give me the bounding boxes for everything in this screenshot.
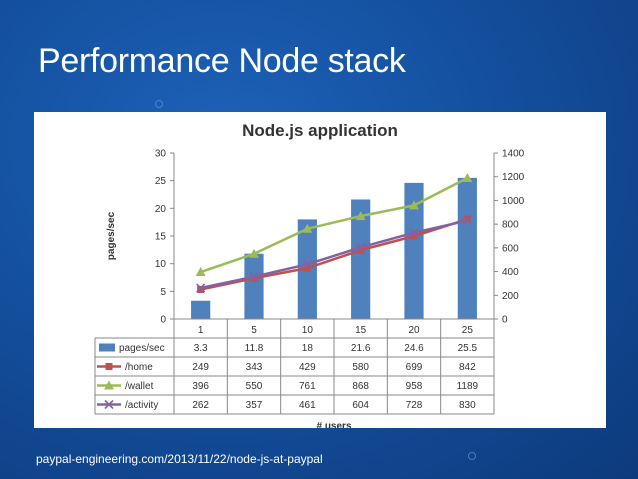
data-label: 728 xyxy=(406,400,423,411)
legend-marker xyxy=(105,363,113,370)
data-label: 429 xyxy=(299,362,316,373)
data-point xyxy=(250,274,258,282)
bar xyxy=(191,300,211,319)
data-point xyxy=(356,242,366,252)
category-label: 1 xyxy=(198,325,204,336)
data-label: 18 xyxy=(302,343,314,354)
legend-label: /home xyxy=(125,362,153,373)
data-label: 24.6 xyxy=(404,343,424,354)
legend-marker xyxy=(104,380,114,390)
decorative-dot xyxy=(155,100,163,108)
data-point xyxy=(410,232,418,240)
data-point xyxy=(195,267,206,277)
left-axis-tick-label: 15 xyxy=(155,232,167,243)
data-label: 1189 xyxy=(457,381,479,392)
chart-panel: Node.js application 0 5 10 15 20 25 30 0 200 400 60… xyxy=(34,112,606,428)
x-axis-label: # users xyxy=(316,421,351,428)
decorative-dot xyxy=(468,452,476,460)
data-label: 461 xyxy=(299,400,316,411)
source-link[interactable]: paypal-engineering.com/2013/11/22/node-j… xyxy=(36,452,323,466)
right-axis-tick-label: 200 xyxy=(502,291,519,302)
category-label: 20 xyxy=(408,325,420,336)
right-axis-tick-label: 600 xyxy=(502,243,519,254)
data-label: 868 xyxy=(352,381,369,392)
series-line xyxy=(200,219,468,290)
data-point xyxy=(302,259,312,269)
data-label: 3.3 xyxy=(194,343,208,354)
bar xyxy=(404,182,424,319)
right-axis-tick-label: 1400 xyxy=(502,149,525,160)
data-point xyxy=(357,246,365,254)
left-axis-tick-label: 0 xyxy=(160,315,166,326)
data-label: 958 xyxy=(406,381,423,392)
left-axis-tick-label: 20 xyxy=(155,204,167,215)
data-point xyxy=(303,264,311,272)
series-line xyxy=(200,176,468,274)
data-point xyxy=(355,211,366,221)
data-label: 343 xyxy=(246,362,263,373)
data-point xyxy=(249,248,259,258)
data-point xyxy=(196,283,206,293)
legend-label: /wallet xyxy=(125,381,154,392)
legend-marker xyxy=(104,399,114,410)
data-label: 550 xyxy=(246,381,263,392)
legend-key xyxy=(99,343,115,352)
data-label: 830 xyxy=(459,400,476,411)
data-point xyxy=(463,215,471,223)
data-label: 11.8 xyxy=(245,343,264,354)
data-label: 21.6 xyxy=(351,343,371,354)
bar xyxy=(244,253,264,319)
data-label: 357 xyxy=(246,400,263,411)
data-label: 761 xyxy=(299,381,316,392)
data-point xyxy=(409,200,419,210)
legend-label: pages/sec xyxy=(119,343,165,354)
y-axis-label: pages/sec xyxy=(106,211,117,260)
right-axis-tick-label: 0 xyxy=(502,315,508,326)
data-label: 580 xyxy=(352,362,369,373)
left-axis-tick-label: 10 xyxy=(155,259,167,270)
right-axis-tick-label: 1000 xyxy=(502,196,525,207)
data-point xyxy=(302,223,313,233)
slide-title: Performance Node stack xyxy=(38,42,406,80)
data-point xyxy=(249,272,259,282)
left-axis-tick-label: 25 xyxy=(155,176,167,187)
right-axis-tick-label: 1200 xyxy=(502,172,525,183)
data-label: 699 xyxy=(406,362,423,373)
right-axis-tick-label: 800 xyxy=(502,220,519,231)
bar xyxy=(457,177,477,319)
data-label: 249 xyxy=(192,362,209,373)
category-label: 25 xyxy=(462,325,474,336)
left-axis-tick-label: 30 xyxy=(155,149,167,160)
data-label: 396 xyxy=(192,381,209,392)
data-point xyxy=(409,228,419,238)
data-label: 842 xyxy=(459,362,476,373)
data-point xyxy=(197,285,205,293)
data-label: 604 xyxy=(352,400,369,411)
series-line xyxy=(200,217,468,291)
chart-title: Node.js application xyxy=(242,121,398,140)
category-label: 10 xyxy=(302,325,314,336)
category-label: 15 xyxy=(355,325,367,336)
right-axis-tick-label: 400 xyxy=(502,267,519,278)
bar xyxy=(351,199,371,319)
chart-svg: Node.js application051015202530020040060… xyxy=(94,121,525,428)
category-label: 5 xyxy=(251,325,257,336)
data-point xyxy=(462,216,472,226)
left-axis-tick-label: 5 xyxy=(160,287,166,298)
data-label: 262 xyxy=(192,400,209,411)
data-point xyxy=(462,173,473,183)
data-label: 25.5 xyxy=(458,343,478,354)
legend-label: /activity xyxy=(125,400,158,411)
